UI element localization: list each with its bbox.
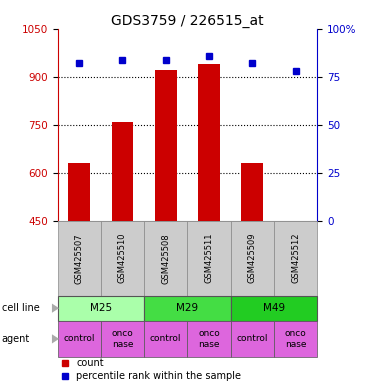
Text: cell line: cell line bbox=[2, 303, 40, 313]
Text: GSM425511: GSM425511 bbox=[204, 233, 213, 283]
Text: GSM425509: GSM425509 bbox=[248, 233, 257, 283]
Bar bbox=[198, 64, 220, 221]
Text: count: count bbox=[76, 358, 104, 368]
Text: GSM425510: GSM425510 bbox=[118, 233, 127, 283]
Text: GSM425512: GSM425512 bbox=[291, 233, 300, 283]
Bar bbox=[112, 122, 133, 221]
Text: onco
nase: onco nase bbox=[198, 329, 220, 349]
Text: percentile rank within the sample: percentile rank within the sample bbox=[76, 371, 241, 381]
Text: control: control bbox=[63, 334, 95, 343]
Text: GSM425508: GSM425508 bbox=[161, 233, 170, 283]
Text: M49: M49 bbox=[263, 303, 285, 313]
Polygon shape bbox=[52, 334, 59, 343]
Bar bbox=[155, 70, 177, 221]
Polygon shape bbox=[52, 303, 59, 313]
Title: GDS3759 / 226515_at: GDS3759 / 226515_at bbox=[111, 14, 264, 28]
Text: onco
nase: onco nase bbox=[112, 329, 133, 349]
Text: control: control bbox=[150, 334, 181, 343]
Text: onco
nase: onco nase bbox=[285, 329, 306, 349]
Bar bbox=[68, 163, 90, 221]
Text: M25: M25 bbox=[90, 303, 112, 313]
Bar bbox=[242, 163, 263, 221]
Text: control: control bbox=[237, 334, 268, 343]
Text: GSM425507: GSM425507 bbox=[75, 233, 83, 283]
Text: agent: agent bbox=[2, 334, 30, 344]
Text: M29: M29 bbox=[176, 303, 198, 313]
